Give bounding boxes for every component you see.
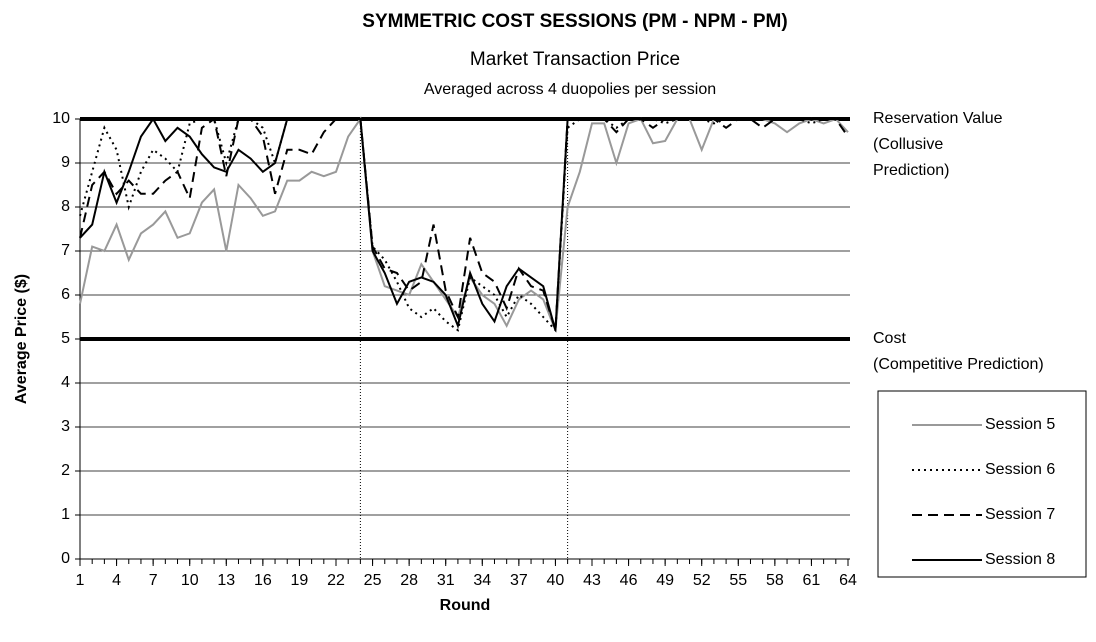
- x-tick-label: 58: [766, 572, 784, 589]
- x-tick-label: 43: [583, 572, 601, 589]
- x-tick-label: 7: [149, 572, 158, 589]
- y-tick-label: 0: [61, 550, 70, 567]
- chart-subtitle: Market Transaction Price: [470, 49, 680, 70]
- series-line: [79, 118, 848, 333]
- x-tick-label: 22: [327, 572, 345, 589]
- y-tick-label: 9: [61, 154, 70, 171]
- annotation: Reservation Value: [873, 110, 1003, 127]
- legend-label: Session 5: [985, 416, 1055, 433]
- annotation: (Collusive: [873, 136, 943, 153]
- x-tick-label: 40: [547, 572, 565, 589]
- legend-label: Session 6: [985, 461, 1055, 478]
- x-tick-label: 28: [400, 572, 418, 589]
- y-tick-label: 4: [61, 374, 70, 391]
- chart-title: SYMMETRIC COST SESSIONS (PM - NPM - PM): [362, 11, 787, 32]
- y-tick-label: 2: [61, 462, 70, 479]
- x-tick-label: 4: [112, 572, 121, 589]
- x-tick-label: 19: [291, 572, 309, 589]
- y-tick-label: 1: [61, 506, 70, 523]
- y-tick-label: 3: [61, 418, 70, 435]
- y-tick-label: 8: [61, 198, 70, 215]
- x-tick-label: 37: [510, 572, 528, 589]
- x-tick-label: 25: [364, 572, 382, 589]
- x-tick-label: 16: [254, 572, 272, 589]
- y-tick-label: 7: [61, 242, 70, 259]
- x-tick-label: 34: [473, 572, 491, 589]
- x-tick-label: 61: [803, 572, 821, 589]
- x-tick-label: 10: [181, 572, 199, 589]
- y-tick-label: 10: [52, 110, 70, 127]
- x-axis-label: Round: [440, 597, 491, 614]
- x-tick-label: 52: [693, 572, 711, 589]
- x-tick-label: 55: [729, 572, 747, 589]
- annotation: (Competitive Prediction): [873, 356, 1044, 373]
- x-tick-label: 64: [839, 572, 857, 589]
- legend-box: [877, 390, 1087, 578]
- chart-subtitle-2: Averaged across 4 duopolies per session: [424, 81, 716, 98]
- legend-label: Session 7: [985, 506, 1055, 523]
- x-tick-label: 49: [656, 572, 674, 589]
- x-tick-label: 13: [217, 572, 235, 589]
- series-line: [79, 117, 848, 331]
- x-tick-label: 46: [620, 572, 638, 589]
- legend-label: Session 8: [985, 551, 1055, 568]
- x-tick-label: 31: [437, 572, 455, 589]
- annotation: Prediction): [873, 162, 949, 179]
- annotation: Cost: [873, 330, 906, 347]
- y-axis-label: Average Price ($): [13, 274, 30, 404]
- x-tick-label: 1: [76, 572, 85, 589]
- y-tick-label: 5: [61, 330, 70, 347]
- y-tick-label: 6: [61, 286, 70, 303]
